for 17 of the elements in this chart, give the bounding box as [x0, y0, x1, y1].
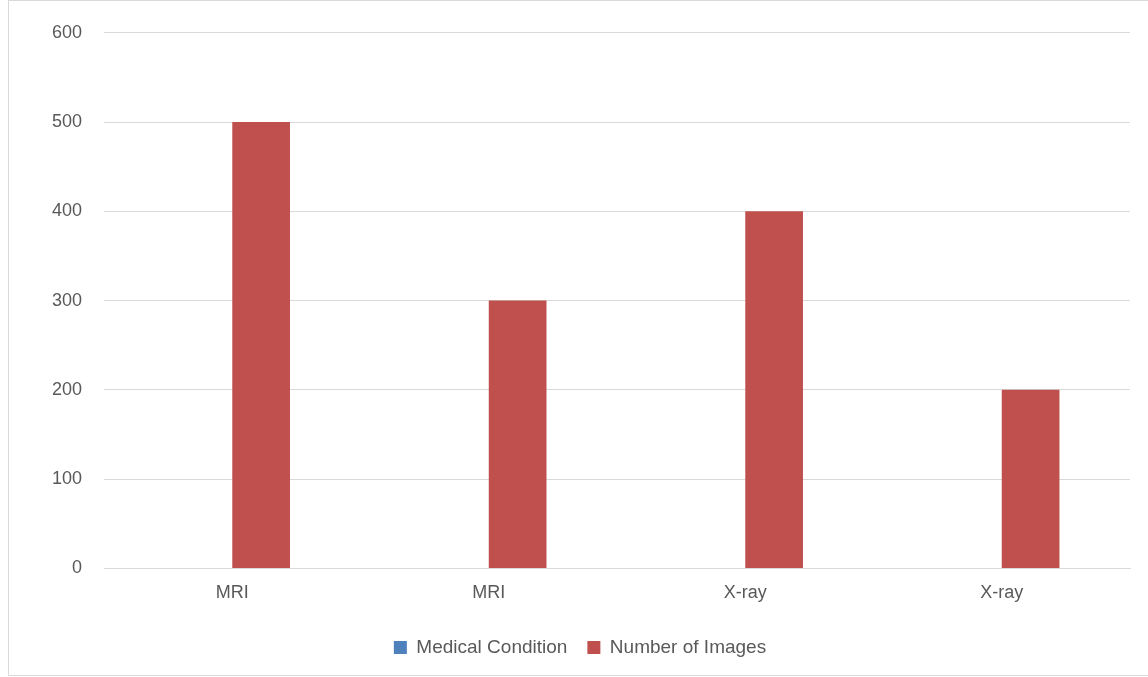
- bar: [488, 300, 547, 568]
- y-tick-label: 600: [51, 21, 83, 42]
- y-tick-label: 100: [51, 468, 83, 489]
- y-tick-label: 200: [51, 378, 83, 399]
- y-tick-label: 400: [51, 200, 83, 221]
- y-tick-label: 500: [51, 111, 83, 132]
- x-tick-label: MRI: [472, 582, 506, 603]
- y-tick-label: 300: [51, 289, 83, 310]
- x-tick-label: MRI: [215, 582, 249, 603]
- x-tick-label: X-ray: [980, 582, 1024, 603]
- legend-label: Number of Images: [609, 635, 767, 657]
- bar: [232, 122, 290, 568]
- x-tick-label: X-ray: [723, 582, 767, 603]
- y-tick-label: 0: [72, 557, 83, 578]
- bar: [1001, 389, 1060, 568]
- legend-label: Medical Condition: [416, 635, 568, 657]
- bar: [745, 211, 803, 568]
